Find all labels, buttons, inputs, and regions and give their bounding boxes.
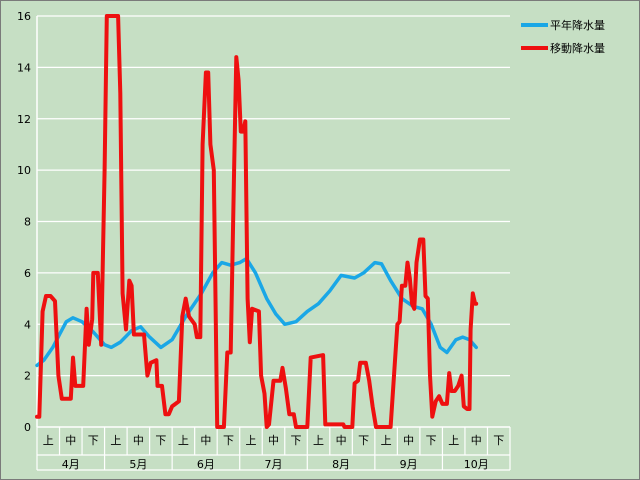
dekad-label: 中	[133, 434, 144, 447]
month-label: 10月	[464, 458, 489, 471]
y-tick-label: 16	[17, 10, 31, 23]
dekad-label: 下	[291, 434, 302, 447]
dekad-label: 上	[448, 434, 459, 447]
dekad-label: 下	[88, 434, 99, 447]
legend-label-moving: 移動降水量	[550, 41, 605, 55]
y-tick-label: 2	[24, 370, 31, 383]
month-label: 8月	[332, 458, 350, 471]
dekad-label: 中	[200, 434, 211, 447]
y-tick-label: 0	[24, 421, 31, 434]
dekad-label: 下	[358, 434, 369, 447]
series-line-moving	[35, 14, 479, 429]
month-label: 6月	[197, 458, 215, 471]
dekad-label: 下	[493, 434, 504, 447]
dekad-label: 下	[155, 434, 166, 447]
axis-layer: 0246810121416上中下4月上中下5月上中下6月上中下7月上中下8月上中…	[17, 10, 511, 471]
dekad-label: 上	[381, 434, 392, 447]
y-tick-label: 10	[17, 164, 31, 177]
dekad-label: 中	[65, 434, 76, 447]
legend: 平年降水量 移動降水量	[521, 18, 605, 55]
y-tick-label: 4	[24, 318, 31, 331]
month-label: 9月	[400, 458, 418, 471]
dekad-label: 上	[43, 434, 54, 447]
dekad-label: 中	[268, 434, 279, 447]
dekad-label: 中	[471, 434, 482, 447]
legend-label-normal: 平年降水量	[550, 18, 605, 32]
dekad-label: 上	[178, 434, 189, 447]
y-tick-label: 8	[24, 216, 31, 229]
series-layer	[35, 14, 479, 429]
dekad-label: 上	[245, 434, 256, 447]
month-label: 7月	[265, 458, 283, 471]
dekad-label: 下	[223, 434, 234, 447]
y-tick-label: 6	[24, 267, 31, 280]
dekad-label: 上	[313, 434, 324, 447]
dekad-label: 上	[110, 434, 121, 447]
month-label: 4月	[62, 458, 80, 471]
dekad-label: 中	[336, 434, 347, 447]
y-tick-label: 12	[17, 113, 31, 126]
dekad-label: 下	[426, 434, 437, 447]
month-label: 5月	[129, 458, 147, 471]
dekad-label: 中	[403, 434, 414, 447]
y-tick-label: 14	[17, 61, 31, 74]
